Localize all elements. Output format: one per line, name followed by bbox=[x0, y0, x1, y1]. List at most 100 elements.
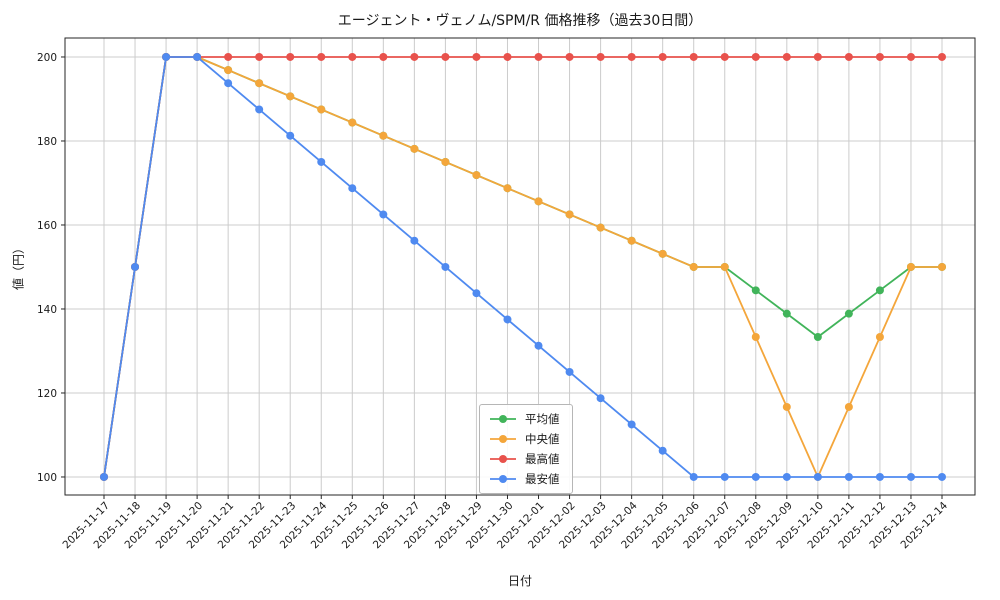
series-line-min bbox=[103, 56, 942, 478]
series-marker-mean bbox=[813, 332, 822, 341]
legend-swatch-median bbox=[490, 435, 516, 443]
series-marker-median bbox=[627, 236, 636, 245]
series-marker-median bbox=[720, 262, 729, 271]
series-marker-median bbox=[875, 332, 884, 341]
y-tick-label: 180 bbox=[37, 136, 57, 148]
series-marker-max bbox=[627, 52, 636, 61]
series-marker-min bbox=[100, 472, 108, 481]
series-marker-min bbox=[627, 420, 636, 429]
tick-marks bbox=[61, 56, 943, 499]
series-marker-min bbox=[565, 367, 574, 376]
legend-marker-max bbox=[499, 455, 507, 463]
y-tick-label: 140 bbox=[37, 304, 57, 316]
series-marker-min bbox=[689, 472, 698, 481]
series-marker-max bbox=[472, 52, 481, 61]
legend-item-min: 最安値 bbox=[488, 471, 560, 487]
series-marker-max bbox=[410, 52, 419, 61]
series-marker-max bbox=[813, 52, 822, 61]
legend-label-max: 最高値 bbox=[525, 452, 560, 466]
series-marker-median bbox=[317, 105, 326, 114]
series-marker-max bbox=[441, 52, 450, 61]
series-marker-max bbox=[596, 52, 605, 61]
legend: 平均値中央値最高値最安値 bbox=[479, 404, 573, 494]
series-marker-min bbox=[720, 472, 729, 481]
series-marker-min bbox=[503, 315, 512, 324]
series-marker-max bbox=[906, 52, 915, 61]
legend-marker-median bbox=[499, 435, 507, 443]
series-marker-min bbox=[596, 394, 605, 403]
series-marker-median bbox=[410, 144, 419, 153]
series-marker-max bbox=[782, 52, 791, 61]
axes-spines bbox=[64, 37, 976, 496]
series-marker-median bbox=[782, 402, 791, 411]
y-tick-label: 200 bbox=[37, 52, 57, 64]
legend-swatch-min bbox=[490, 475, 516, 483]
series-marker-median bbox=[255, 79, 264, 88]
series-marker-median bbox=[565, 210, 574, 219]
series-line-max bbox=[103, 56, 942, 478]
series-marker-min bbox=[472, 289, 481, 298]
series-marker-mean bbox=[875, 286, 884, 295]
series-marker-median bbox=[689, 262, 698, 271]
series-marker-max bbox=[565, 52, 574, 61]
legend-marker-min bbox=[499, 475, 507, 483]
series-marker-min bbox=[348, 184, 357, 193]
series-marker-min bbox=[534, 341, 543, 350]
legend-item-max: 最高値 bbox=[488, 451, 560, 467]
legend-label-mean: 平均値 bbox=[525, 412, 560, 426]
series-marker-min bbox=[410, 236, 419, 245]
series-marker-median bbox=[658, 249, 667, 258]
series-marker-max bbox=[286, 52, 295, 61]
series-marker-min bbox=[441, 262, 450, 271]
series-marker-min bbox=[286, 131, 295, 140]
series-marker-median bbox=[348, 118, 357, 127]
series-marker-median bbox=[596, 223, 605, 232]
series-marker-min bbox=[379, 210, 388, 219]
series-min bbox=[100, 52, 946, 481]
series-marker-max bbox=[689, 52, 698, 61]
series-marker-max bbox=[379, 52, 388, 61]
series-marker-min bbox=[255, 105, 264, 114]
legend-item-median: 中央値 bbox=[488, 431, 560, 447]
series-marker-min bbox=[224, 79, 233, 88]
series-marker-min bbox=[751, 472, 760, 481]
series-marker-median bbox=[906, 262, 915, 271]
grid-lines bbox=[65, 38, 975, 495]
series-marker-max bbox=[844, 52, 853, 61]
series-marker-mean bbox=[844, 309, 853, 318]
series-marker-mean bbox=[782, 309, 791, 318]
series-marker-max bbox=[720, 52, 729, 61]
series-marker-median bbox=[844, 402, 853, 411]
series-marker-min bbox=[782, 472, 791, 481]
series-marker-median bbox=[938, 262, 946, 271]
chart-title: エージェント・ヴェノム/SPM/R 価格推移（過去30日間） bbox=[337, 13, 703, 29]
series-marker-median bbox=[503, 184, 512, 193]
legend-item-mean: 平均値 bbox=[488, 411, 560, 427]
series-marker-max bbox=[751, 52, 760, 61]
series-marker-min bbox=[131, 262, 140, 271]
series-marker-median bbox=[472, 171, 481, 180]
legend-label-median: 中央値 bbox=[525, 432, 560, 446]
legend-swatch-mean bbox=[490, 415, 516, 423]
series-marker-max bbox=[224, 52, 233, 61]
series-marker-min bbox=[906, 472, 915, 481]
series-line-median bbox=[103, 56, 942, 478]
series-marker-min bbox=[162, 52, 171, 61]
series-marker-min bbox=[813, 472, 822, 481]
series-marker-median bbox=[224, 66, 233, 75]
series-marker-min bbox=[875, 472, 884, 481]
series-marker-min bbox=[658, 446, 667, 455]
legend-swatch-max bbox=[490, 455, 516, 463]
y-tick-label: 100 bbox=[37, 472, 57, 484]
series-marker-min bbox=[317, 157, 326, 166]
series-marker-max bbox=[503, 52, 512, 61]
y-tick-label: 120 bbox=[37, 388, 57, 400]
legend-marker-mean bbox=[499, 415, 507, 423]
series-marker-max bbox=[938, 52, 946, 61]
series-marker-max bbox=[534, 52, 543, 61]
series-marker-median bbox=[534, 197, 543, 206]
series-marker-median bbox=[751, 332, 760, 341]
legend-label-min: 最安値 bbox=[525, 472, 560, 486]
